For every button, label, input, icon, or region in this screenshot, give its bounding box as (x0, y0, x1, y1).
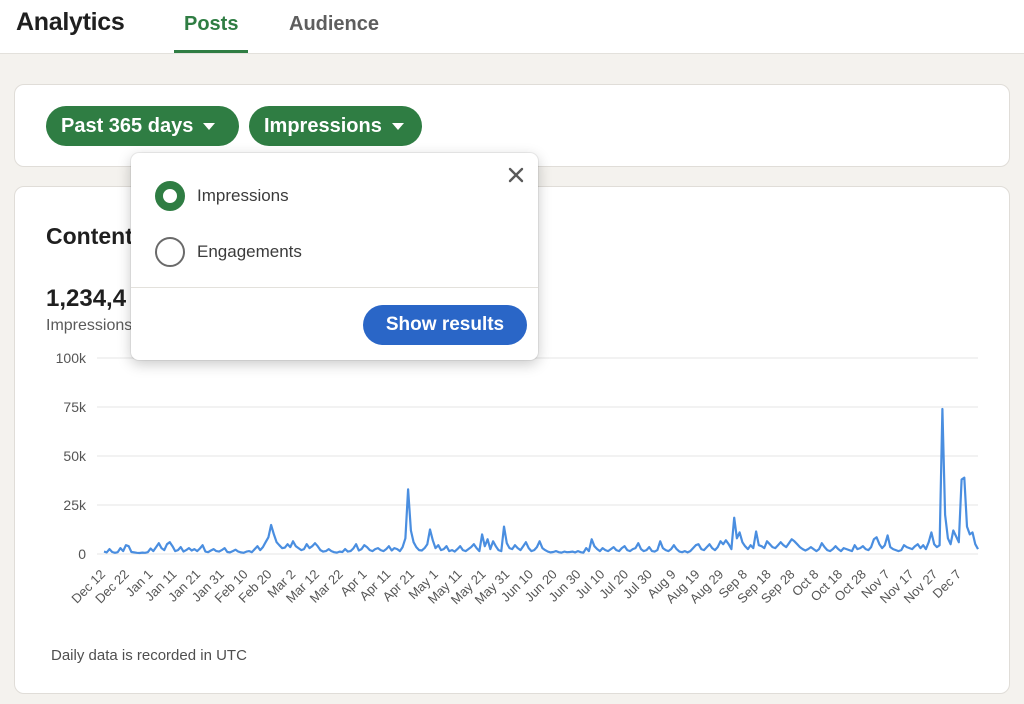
close-icon (508, 167, 524, 183)
date-range-label: Past 365 days (61, 114, 194, 137)
y-tick-label: 50k (63, 448, 87, 464)
option-label: Impressions (197, 186, 289, 205)
date-range-dropdown[interactable]: Past 365 days (46, 106, 239, 146)
top-bar: Analytics Posts Audience (0, 0, 1024, 54)
show-results-button[interactable]: Show results (363, 305, 527, 345)
total-value: 1,234,4 (46, 285, 127, 312)
y-tick-label: 25k (63, 497, 87, 513)
radio-unselected-icon (155, 237, 185, 267)
metric-dropdown[interactable]: Impressions (249, 106, 422, 146)
impressions-series-line (103, 407, 979, 555)
close-button[interactable] (504, 163, 528, 187)
caret-down-icon (391, 122, 404, 130)
option-label: Engagements (197, 242, 302, 261)
total-label: Impressions (46, 317, 133, 334)
tab-audience[interactable]: Audience (289, 13, 380, 35)
divider (131, 287, 538, 288)
radio-selected-icon (155, 181, 185, 211)
caret-down-icon (203, 122, 216, 130)
app-title: Analytics (16, 8, 125, 36)
metric-popup: Impressions Engagements Show results (131, 153, 538, 360)
utc-footnote: Daily data is recorded in UTC (51, 647, 247, 664)
y-tick-label: 0 (78, 546, 86, 562)
y-tick-label: 75k (63, 399, 87, 415)
radio-option-impressions[interactable]: Impressions (155, 181, 289, 211)
active-tab-indicator (174, 50, 248, 53)
tab-posts[interactable]: Posts (184, 13, 239, 35)
radio-option-engagements[interactable]: Engagements (155, 237, 302, 267)
y-tick-label: 100k (56, 350, 87, 366)
metric-label: Impressions (264, 114, 382, 137)
